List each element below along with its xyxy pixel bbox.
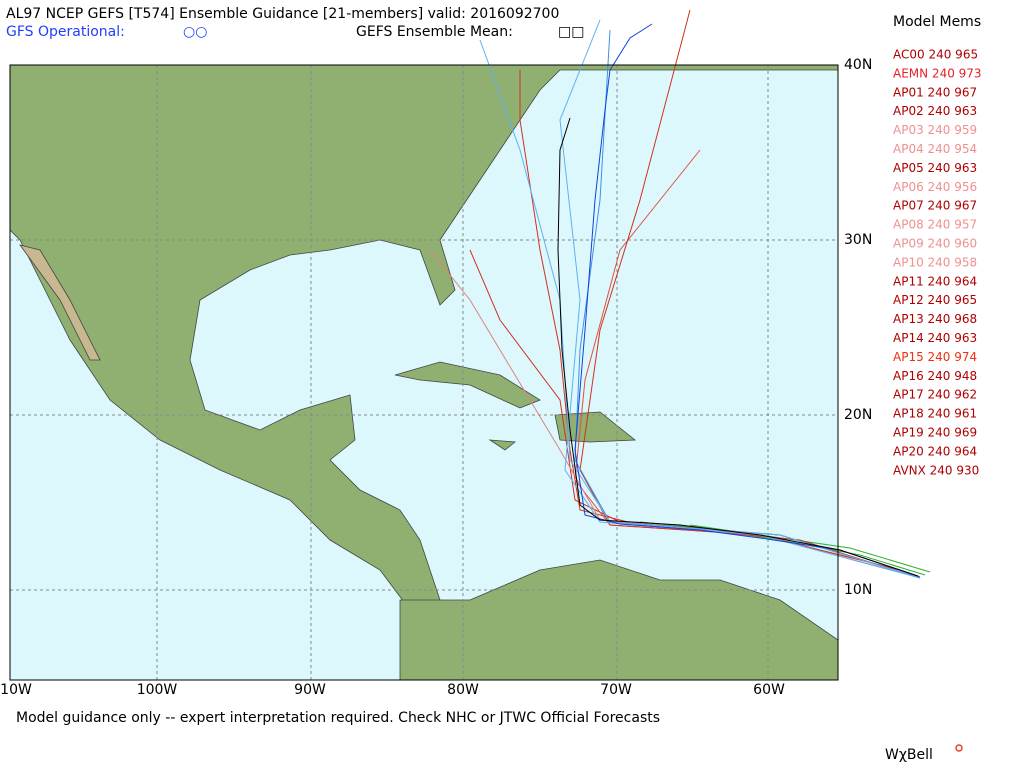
tracks [429, 9, 931, 579]
mean-symbol: □□ [558, 24, 584, 40]
lat-label: 10N [844, 582, 872, 598]
legend-entry: AP12 240 965 [893, 293, 977, 307]
map [10, 65, 838, 680]
lon-label: 10W [0, 682, 32, 698]
legend-entry: AEMN 240 973 [893, 66, 982, 80]
legend-entry: AP10 240 958 [893, 255, 977, 269]
lat-label: 20N [844, 407, 872, 423]
footer: Model guidance only -- expert interpreta… [16, 710, 660, 726]
legend-entry: AP16 240 948 [893, 369, 977, 383]
lat-label: 40N [844, 57, 872, 73]
legend-entry: AP01 240 967 [893, 85, 977, 99]
legend-entry: AP19 240 969 [893, 426, 977, 440]
legend-entry: AP11 240 964 [893, 274, 977, 288]
legend-entry: AP05 240 963 [893, 161, 977, 175]
legend-entry: AP08 240 957 [893, 218, 977, 232]
lon-label: 90W [294, 682, 326, 698]
legend-entry: AP13 240 968 [893, 312, 977, 326]
legend-entry: AP07 240 967 [893, 199, 977, 213]
title: AL97 NCEP GEFS [T574] Ensemble Guidance … [6, 6, 559, 22]
map-frame [9, 64, 839, 681]
legend-title: Model Mems [893, 14, 981, 30]
grid [10, 65, 838, 680]
logo-dot [955, 744, 963, 752]
operational-label: GFS Operational: [6, 24, 125, 40]
legend-entry: AP02 240 963 [893, 104, 977, 118]
legend-entry: AC00 240 965 [893, 48, 978, 62]
logo: WχBell [885, 747, 933, 763]
lon-label: 80W [447, 682, 479, 698]
legend-entry: AVNX 240 930 [893, 463, 979, 477]
lat-label: 30N [844, 232, 872, 248]
lon-label: 60W [753, 682, 785, 698]
legend-entry: AP18 240 961 [893, 407, 977, 421]
legend-entry: AP06 240 956 [893, 180, 977, 194]
legend-entry: AP04 240 954 [893, 142, 977, 156]
legend-entry: AP20 240 964 [893, 444, 977, 458]
lon-label: 100W [137, 682, 178, 698]
legend-entry: AP03 240 959 [893, 123, 977, 137]
legend-entry: AP09 240 960 [893, 237, 977, 251]
operational-symbol: ○○ [183, 24, 207, 40]
lon-label: 70W [600, 682, 632, 698]
legend-entry: AP17 240 962 [893, 388, 977, 402]
legend-entry: AP14 240 963 [893, 331, 977, 345]
mean-label: GEFS Ensemble Mean: [356, 24, 513, 40]
legend-entry: AP15 240 974 [893, 350, 977, 364]
